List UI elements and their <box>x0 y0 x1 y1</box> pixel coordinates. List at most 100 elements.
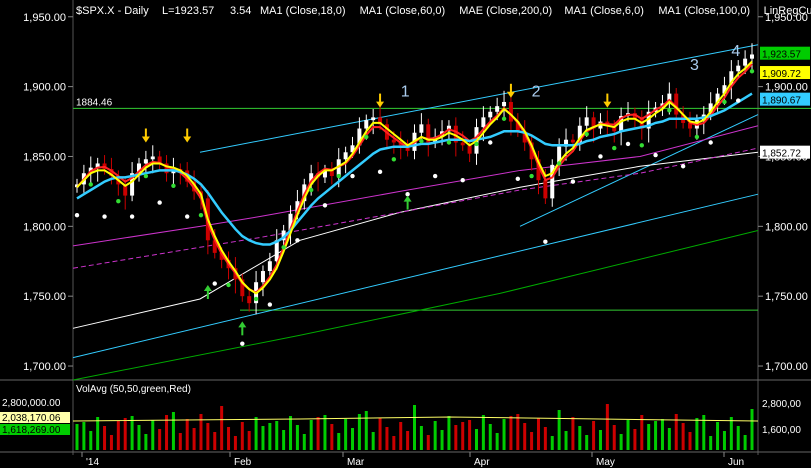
signal-dot <box>708 140 713 145</box>
signal-dot <box>556 161 562 166</box>
volume-bar <box>233 436 237 450</box>
candle-body <box>150 156 155 160</box>
volume-bar <box>130 416 134 450</box>
volume-bar <box>399 422 403 450</box>
signal-dot <box>185 214 190 219</box>
signal-dot <box>157 200 162 205</box>
price-tag-box <box>760 92 810 106</box>
candle-body <box>364 120 369 129</box>
x-axis-label: Apr <box>474 457 490 468</box>
candle-body <box>350 145 355 153</box>
candle-body <box>674 93 679 115</box>
candle-body <box>522 131 527 143</box>
price-tag-box <box>760 46 810 60</box>
ma60-line <box>76 63 753 294</box>
x-axis-label: Mar <box>347 457 365 468</box>
price-tag-text: 1,923.57 <box>762 50 801 61</box>
left-axis-label: 1,850.00 <box>23 151 66 163</box>
candle-body <box>708 103 713 115</box>
right-axis-label: 1,800.00 <box>765 221 808 233</box>
x-axis-label: '14 <box>86 457 99 468</box>
signal-dot <box>405 191 410 197</box>
volume-bar <box>454 425 458 450</box>
volume-bar <box>578 426 582 450</box>
volume-right-label: 1,600,00 <box>762 425 801 436</box>
signal-dot <box>570 179 576 184</box>
signal-dot <box>74 212 80 218</box>
volume-bar <box>185 419 189 450</box>
volume-bar <box>213 432 217 450</box>
signal-dot <box>680 164 686 169</box>
x-axis-label: Feb <box>234 457 252 468</box>
volume-bar <box>158 429 162 450</box>
candle-body <box>688 122 693 129</box>
volume-bar <box>481 415 485 450</box>
right-price-axis: 1,950.001,900.001,850.001,800.001,750.00… <box>758 12 808 373</box>
volume-bar <box>371 432 375 450</box>
volume-bar <box>640 415 644 450</box>
volume-bar <box>557 410 561 450</box>
channel-lower-line <box>72 193 759 359</box>
right-axis-label: 1,950.00 <box>765 12 808 24</box>
volume-left-label: 2,800,000.00 <box>2 398 61 409</box>
price-tags: 1,923.57 1,909.72 1,890.67 1,852.72 <box>760 46 810 160</box>
candle-body <box>495 106 500 112</box>
volume-bar <box>647 424 651 450</box>
volume-bars <box>72 404 759 450</box>
signal-dot <box>143 173 149 179</box>
volume-bar <box>309 420 313 450</box>
volume-bar <box>488 424 492 450</box>
volume-bar <box>474 429 478 450</box>
candle-body <box>164 163 169 174</box>
candle-body <box>136 163 141 174</box>
volume-bar <box>585 435 589 450</box>
study-label: MA1 (Close,18,0) <box>260 5 346 17</box>
signal-dot <box>722 99 727 105</box>
candle-body <box>192 181 197 192</box>
signal-dot <box>198 212 204 218</box>
volume-bar <box>282 430 286 450</box>
down-arrow-icon <box>603 101 612 108</box>
ma6-line <box>76 60 753 295</box>
candle-body <box>281 230 286 241</box>
volume-bar <box>633 429 637 450</box>
signal-dot <box>432 173 438 179</box>
candle-body <box>543 180 548 199</box>
volume-bar <box>254 417 258 450</box>
study-label: LinRegCu... <box>764 5 811 17</box>
volume-bar <box>103 426 107 450</box>
volume-bar <box>495 433 499 450</box>
candle-body <box>288 213 293 231</box>
candle-body <box>357 128 362 146</box>
volume-bar <box>605 404 609 450</box>
volume-bar <box>302 434 306 450</box>
left-axis-label: 1,750.00 <box>23 291 66 303</box>
volume-bar <box>702 415 706 450</box>
study-label: MA1 (Close,6,0) <box>564 5 643 17</box>
volume-bar <box>674 414 678 450</box>
volume-bar <box>206 423 210 450</box>
signal-dot <box>322 203 328 208</box>
up-arrow-icon <box>203 285 212 291</box>
volume-bar <box>96 417 100 450</box>
candle-body <box>508 101 513 122</box>
volume-bar <box>295 425 299 450</box>
volume-bar <box>440 430 444 450</box>
x-axis-label: May <box>596 457 615 468</box>
candle-body <box>612 125 617 132</box>
volume-bar <box>357 414 361 450</box>
signal-dot <box>267 302 273 307</box>
wave-label: 2 <box>532 83 541 100</box>
volume-bar <box>247 431 251 450</box>
candle-body <box>722 85 727 94</box>
volume-bar <box>227 427 231 450</box>
wave-labels: 1 2 3 4 <box>401 43 741 101</box>
signal-dot <box>419 138 424 144</box>
volume-bar <box>289 416 293 450</box>
moving-averages <box>76 60 753 295</box>
volume-bar <box>385 427 389 450</box>
signal-dot <box>694 134 700 140</box>
candle-body <box>536 159 541 181</box>
volume-left-label: 1,618,269.00 <box>2 425 61 436</box>
